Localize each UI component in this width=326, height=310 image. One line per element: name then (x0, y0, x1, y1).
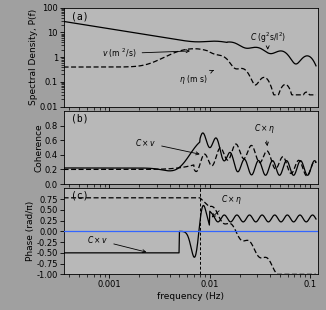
Text: (b): (b) (71, 114, 89, 124)
Y-axis label: Phase (rad/π): Phase (rad/π) (26, 201, 35, 261)
Y-axis label: Spectral Density, P(f): Spectral Density, P(f) (29, 9, 38, 105)
Text: (c): (c) (71, 191, 89, 201)
Text: $C \times v$: $C \times v$ (87, 234, 146, 253)
X-axis label: frequency (Hz): frequency (Hz) (157, 292, 224, 301)
Text: $C \times v$: $C \times v$ (135, 137, 199, 155)
Y-axis label: Coherence: Coherence (34, 123, 43, 172)
Text: $C \times \eta$: $C \times \eta$ (212, 193, 242, 217)
Text: $v$ (m $^2$/s): $v$ (m $^2$/s) (102, 47, 189, 60)
Text: $C \times \eta$: $C \times \eta$ (255, 122, 276, 145)
Text: $\eta$ (m s): $\eta$ (m s) (179, 70, 213, 86)
Text: (a): (a) (71, 12, 89, 22)
Text: $C$ (g$^2$s/l$^2$): $C$ (g$^2$s/l$^2$) (249, 31, 286, 49)
